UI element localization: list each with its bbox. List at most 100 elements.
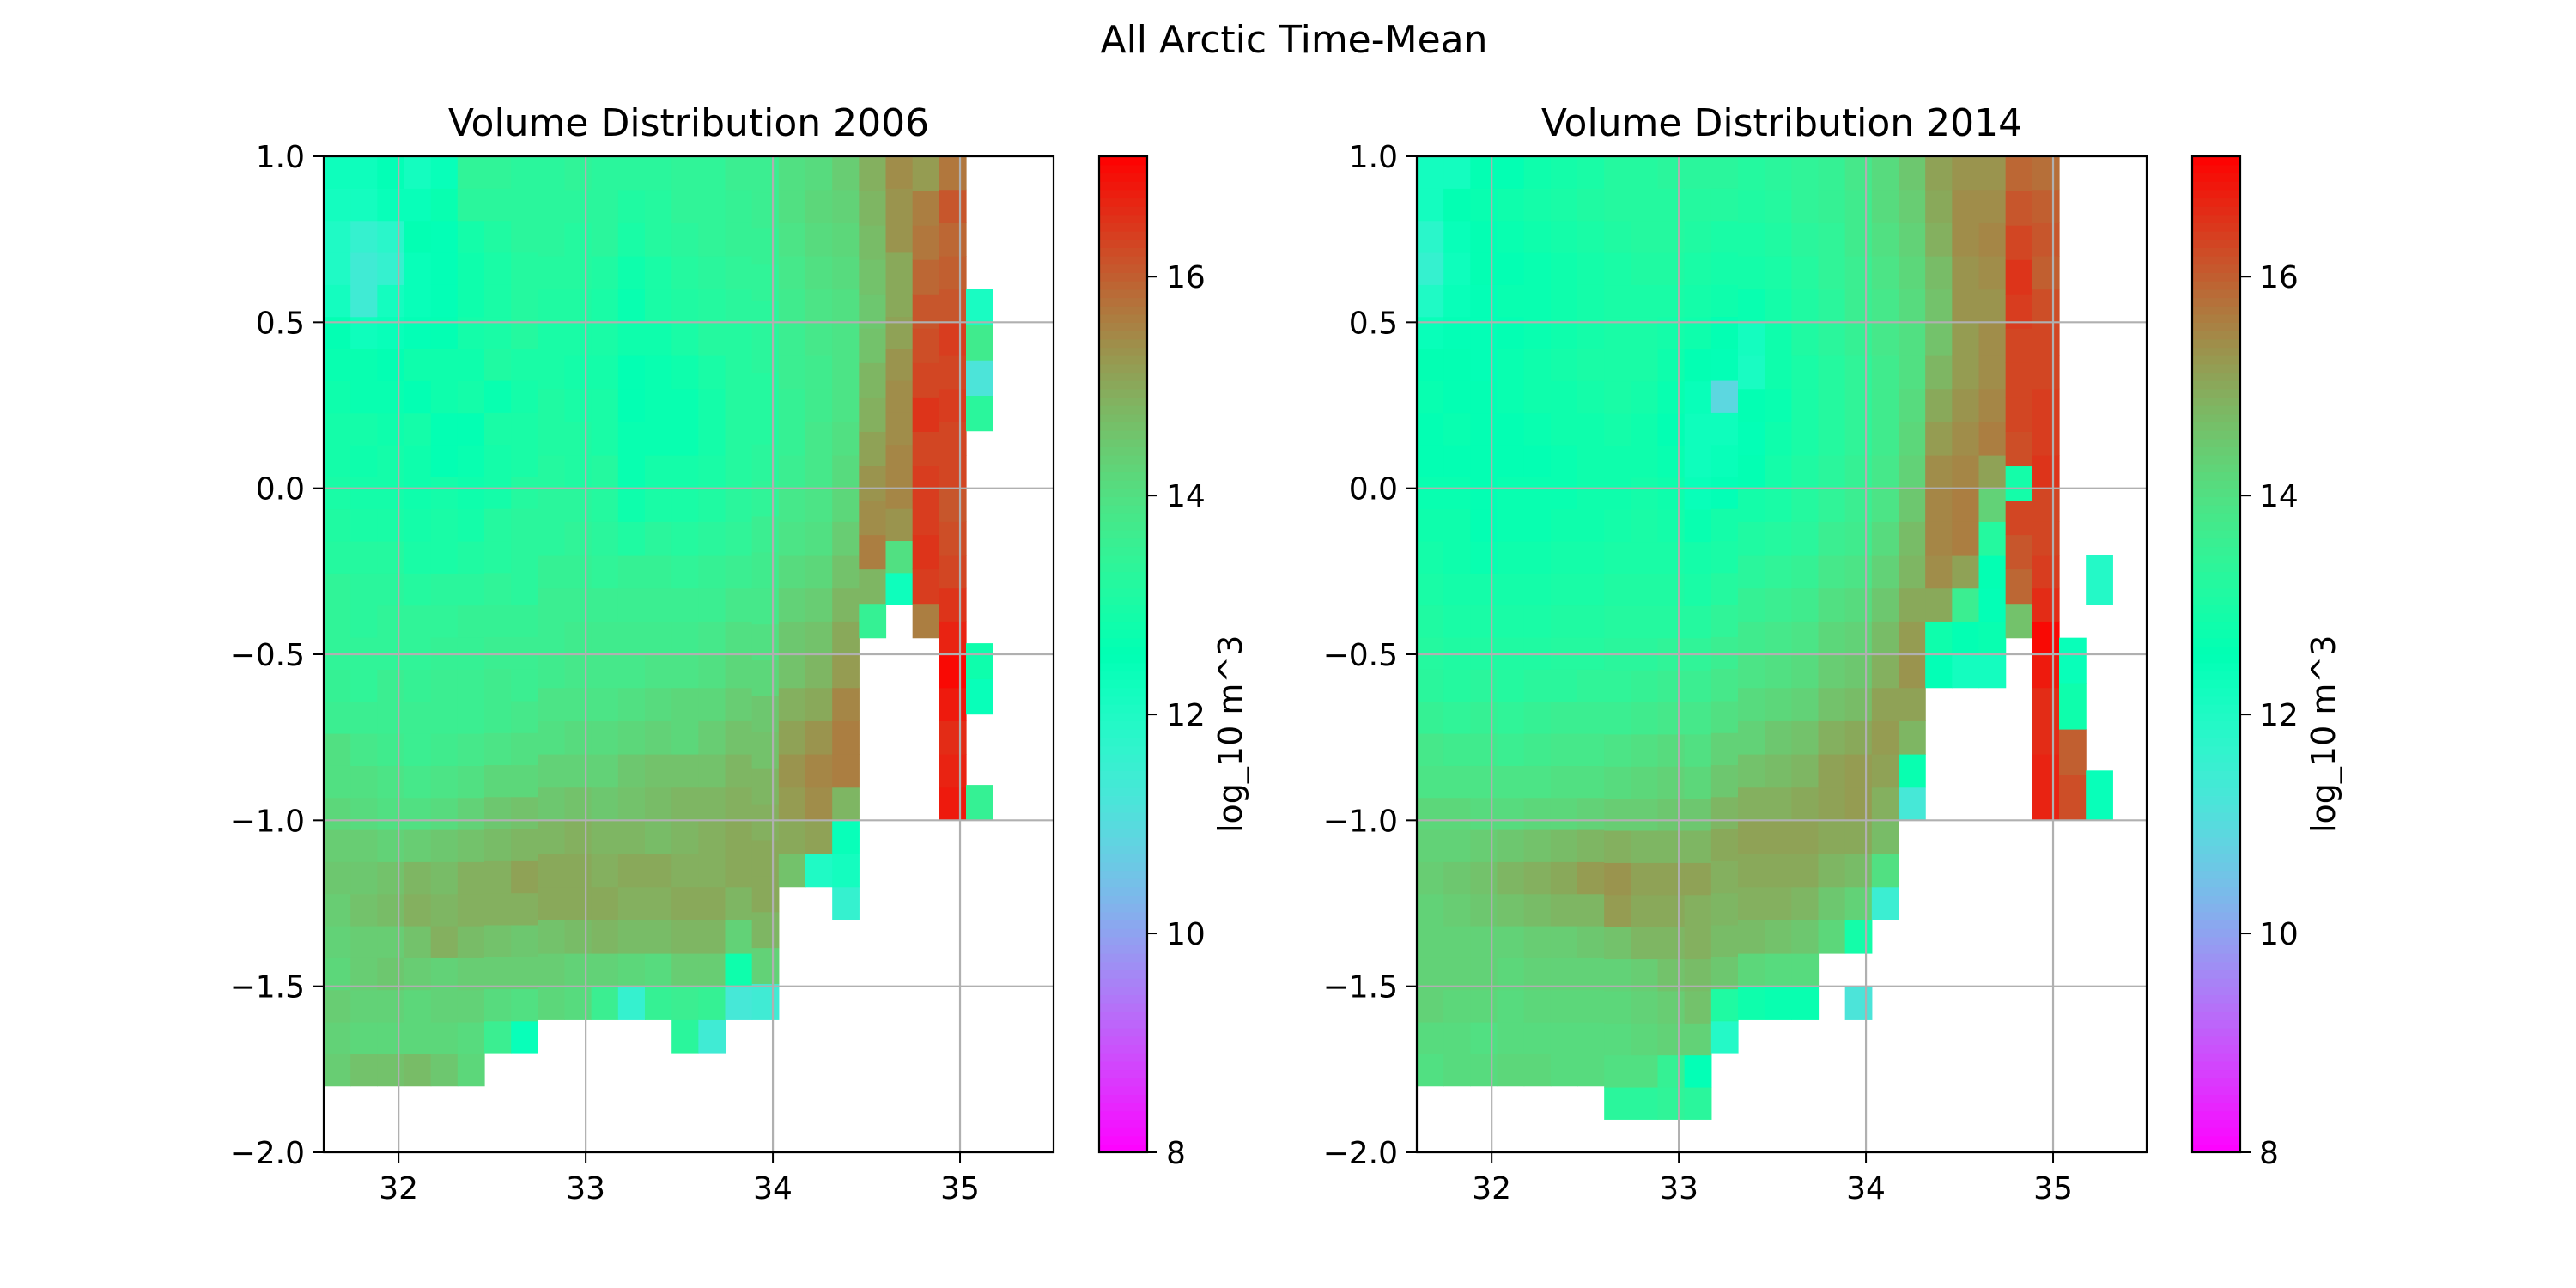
heatmap-cell bbox=[404, 605, 432, 638]
heatmap-cell bbox=[645, 820, 672, 854]
heatmap-cell bbox=[725, 322, 753, 356]
heatmap-cell bbox=[404, 893, 432, 927]
heatmap-cell bbox=[671, 355, 699, 390]
heatmap-cell bbox=[591, 687, 619, 721]
heatmap-cell bbox=[671, 787, 699, 821]
heatmap-cell bbox=[1738, 754, 1765, 788]
heatmap-cell bbox=[350, 765, 378, 799]
heatmap-cell bbox=[966, 360, 993, 396]
heatmap-cell bbox=[1899, 687, 1926, 721]
heatmap-cell bbox=[350, 733, 378, 766]
colorbar-segment bbox=[1099, 994, 1147, 1004]
heatmap-cell bbox=[1417, 926, 1444, 958]
heatmap-cell bbox=[1470, 445, 1498, 477]
heatmap-cell bbox=[1577, 477, 1605, 510]
heatmap-cell bbox=[1657, 766, 1686, 799]
heatmap-cell bbox=[805, 854, 833, 888]
colorbar-segment bbox=[1099, 787, 1147, 797]
colorbar-segment bbox=[1099, 413, 1147, 423]
heatmap-cell bbox=[859, 603, 887, 639]
heatmap-cell bbox=[457, 733, 485, 766]
heatmap-cell bbox=[377, 188, 405, 222]
colorbar-segment bbox=[1099, 1019, 1147, 1029]
heatmap-cell bbox=[725, 787, 753, 821]
heatmap-cell bbox=[939, 720, 967, 755]
heatmap-cell bbox=[1497, 893, 1525, 927]
heatmap-cell bbox=[564, 886, 592, 920]
heatmap-cell bbox=[484, 540, 512, 574]
heatmap-cell bbox=[617, 754, 646, 788]
heatmap-cell bbox=[1899, 322, 1926, 356]
heatmap-cell bbox=[885, 188, 914, 222]
heatmap-cell bbox=[1844, 787, 1873, 821]
heatmap-cell bbox=[885, 156, 914, 189]
heatmap-cell bbox=[725, 854, 753, 888]
heatmap-cell bbox=[1684, 220, 1712, 253]
heatmap-cell bbox=[1497, 188, 1525, 222]
heatmap-cell bbox=[1497, 380, 1525, 414]
heatmap-cell bbox=[725, 222, 753, 257]
heatmap-cell bbox=[430, 701, 459, 734]
heatmap-cell bbox=[350, 252, 378, 285]
heatmap-cell bbox=[484, 892, 512, 926]
heatmap-cell bbox=[1417, 445, 1444, 477]
heatmap-cell bbox=[1497, 156, 1525, 189]
heatmap-cell bbox=[939, 654, 967, 689]
heatmap-cell bbox=[1738, 256, 1765, 290]
colorbar-segment bbox=[2192, 1060, 2240, 1071]
heatmap-cell bbox=[1899, 720, 1926, 755]
heatmap-cell bbox=[1684, 733, 1712, 767]
colorbar-segment bbox=[1099, 422, 1147, 431]
heatmap-cell bbox=[725, 720, 753, 755]
heatmap-cell bbox=[538, 654, 566, 689]
heatmap-cell bbox=[538, 355, 566, 390]
heatmap-cell bbox=[1978, 156, 2007, 191]
heatmap-cell bbox=[1818, 521, 1846, 556]
heatmap-cell bbox=[1550, 1022, 1578, 1054]
colorbar-segment bbox=[2192, 969, 2240, 979]
heatmap-cell bbox=[564, 289, 592, 323]
heatmap-cell bbox=[511, 508, 538, 542]
colorbar-segment bbox=[1099, 1110, 1147, 1121]
heatmap-cell bbox=[1818, 687, 1846, 721]
heatmap-cell bbox=[1978, 322, 2007, 356]
heatmap-cell bbox=[1550, 349, 1578, 381]
heatmap-cell bbox=[671, 654, 699, 689]
colorbar-segment bbox=[1099, 945, 1147, 954]
heatmap-cell bbox=[377, 477, 405, 510]
heatmap-cell bbox=[1657, 927, 1686, 960]
heatmap-cell bbox=[1952, 422, 1980, 456]
colorbar-segment bbox=[2192, 745, 2240, 755]
heatmap-cell bbox=[671, 555, 699, 589]
colorbar-segment bbox=[1099, 978, 1147, 987]
colorbar-segment bbox=[2192, 313, 2240, 324]
heatmap-cell bbox=[511, 476, 538, 509]
heatmap-cell bbox=[1577, 252, 1605, 285]
heatmap-cell bbox=[457, 765, 485, 799]
colorbar-segment bbox=[1099, 355, 1147, 365]
heatmap-cell bbox=[1871, 754, 1899, 788]
heatmap-cell bbox=[1710, 636, 1739, 670]
heatmap-cell bbox=[484, 988, 512, 1022]
heatmap-cell bbox=[350, 349, 378, 381]
heatmap-cell bbox=[725, 621, 753, 655]
heatmap-cell bbox=[591, 156, 619, 191]
heatmap-cell bbox=[2032, 355, 2060, 390]
heatmap-cell bbox=[912, 294, 940, 329]
heatmap-cell bbox=[457, 252, 485, 285]
heatmap-cell bbox=[939, 587, 967, 622]
colorbar-tick-label: 12 bbox=[2259, 698, 2299, 733]
heatmap-cell bbox=[591, 787, 619, 821]
colorbar-segment bbox=[1099, 911, 1147, 921]
heatmap-cell bbox=[805, 754, 833, 788]
heatmap-cell bbox=[1765, 322, 1792, 356]
heatmap-cell bbox=[350, 412, 378, 446]
heatmap-cell bbox=[1550, 156, 1578, 189]
colorbar-segment bbox=[1099, 895, 1147, 904]
colorbar-segment bbox=[1099, 829, 1147, 838]
heatmap-cell bbox=[404, 765, 432, 799]
heatmap-cell bbox=[1978, 388, 2007, 422]
heatmap-cell bbox=[564, 820, 592, 854]
heatmap-cell bbox=[1844, 820, 1873, 854]
heatmap-cell bbox=[564, 587, 592, 622]
